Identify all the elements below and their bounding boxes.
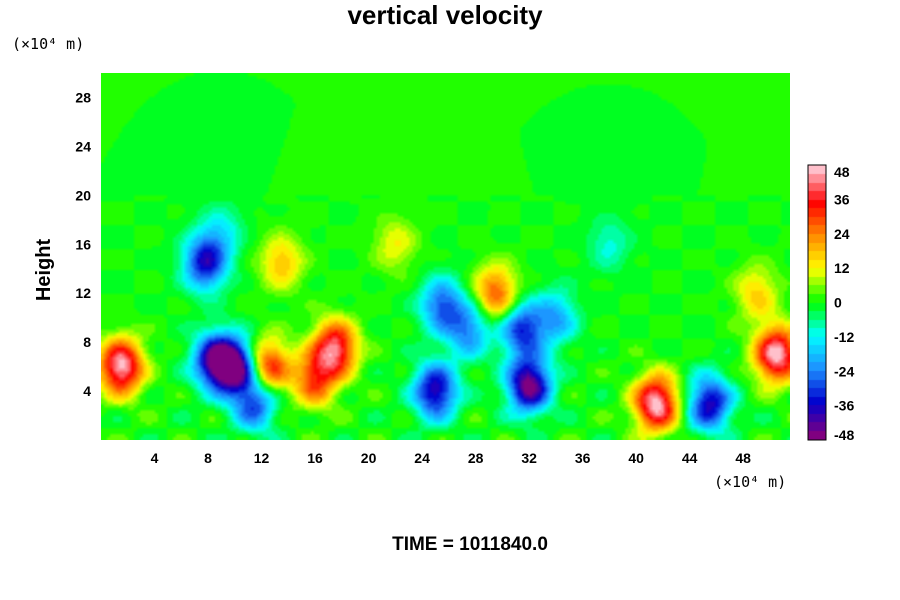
colorbar-frame: [807, 164, 827, 441]
colorbar-tick-label: 12: [834, 260, 850, 276]
colorbar-tick-label: 24: [834, 226, 850, 242]
y-tick-label: 24: [75, 138, 91, 154]
x-tick-label: 48: [735, 450, 751, 466]
colorbar-tick-label: -48: [834, 427, 854, 443]
x-tick-label: 8: [204, 450, 212, 466]
x-tick-label: 24: [414, 450, 430, 466]
y-tick-label: 8: [83, 334, 91, 350]
x-ticks: 4 8 12 16 20 24 28 32 36 40 44 48: [151, 450, 752, 466]
x-tick-label: 12: [254, 450, 270, 466]
x-tick-label: 28: [468, 450, 484, 466]
heatmap-field: [101, 73, 790, 440]
x-unit-label: (×10⁴ m): [714, 473, 786, 491]
x-tick-label: 44: [682, 450, 698, 466]
y-unit-label: (×10⁴ m): [12, 35, 84, 53]
x-tick-label: 36: [575, 450, 591, 466]
y-tick-label: 20: [75, 187, 91, 203]
colorbar-tick-label: -24: [834, 363, 854, 379]
colorbar-tick-label: 0: [834, 295, 842, 311]
colorbar-tick-label: 48: [834, 164, 850, 180]
colorbar-tick-label: -12: [834, 329, 854, 345]
colorbar: 48 36 24 12 0 -12 -24 -36 -48: [807, 164, 854, 443]
x-tick-label: 40: [628, 450, 644, 466]
colorbar-tick-label: 36: [834, 191, 850, 207]
y-tick-label: 16: [75, 236, 91, 252]
colorbar-gradient: [808, 165, 826, 440]
y-ticks: 4 8 12 16 20 24 28: [75, 89, 91, 399]
x-tick-label: 16: [307, 450, 323, 466]
x-tick-label: 4: [151, 450, 159, 466]
colorbar-ticks: 48 36 24 12 0 -12 -24 -36 -48: [834, 164, 854, 443]
y-tick-label: 28: [75, 89, 91, 105]
y-tick-label: 4: [83, 383, 91, 399]
y-axis-label: Height: [33, 239, 55, 302]
chart-title: vertical velocity: [347, 0, 543, 30]
plot-area: [101, 73, 790, 440]
time-label: TIME = 1011840.0: [392, 534, 548, 555]
colorbar-tick-label: -36: [834, 398, 854, 414]
y-tick-label: 12: [75, 285, 91, 301]
x-tick-label: 32: [521, 450, 537, 466]
x-tick-label: 20: [361, 450, 377, 466]
